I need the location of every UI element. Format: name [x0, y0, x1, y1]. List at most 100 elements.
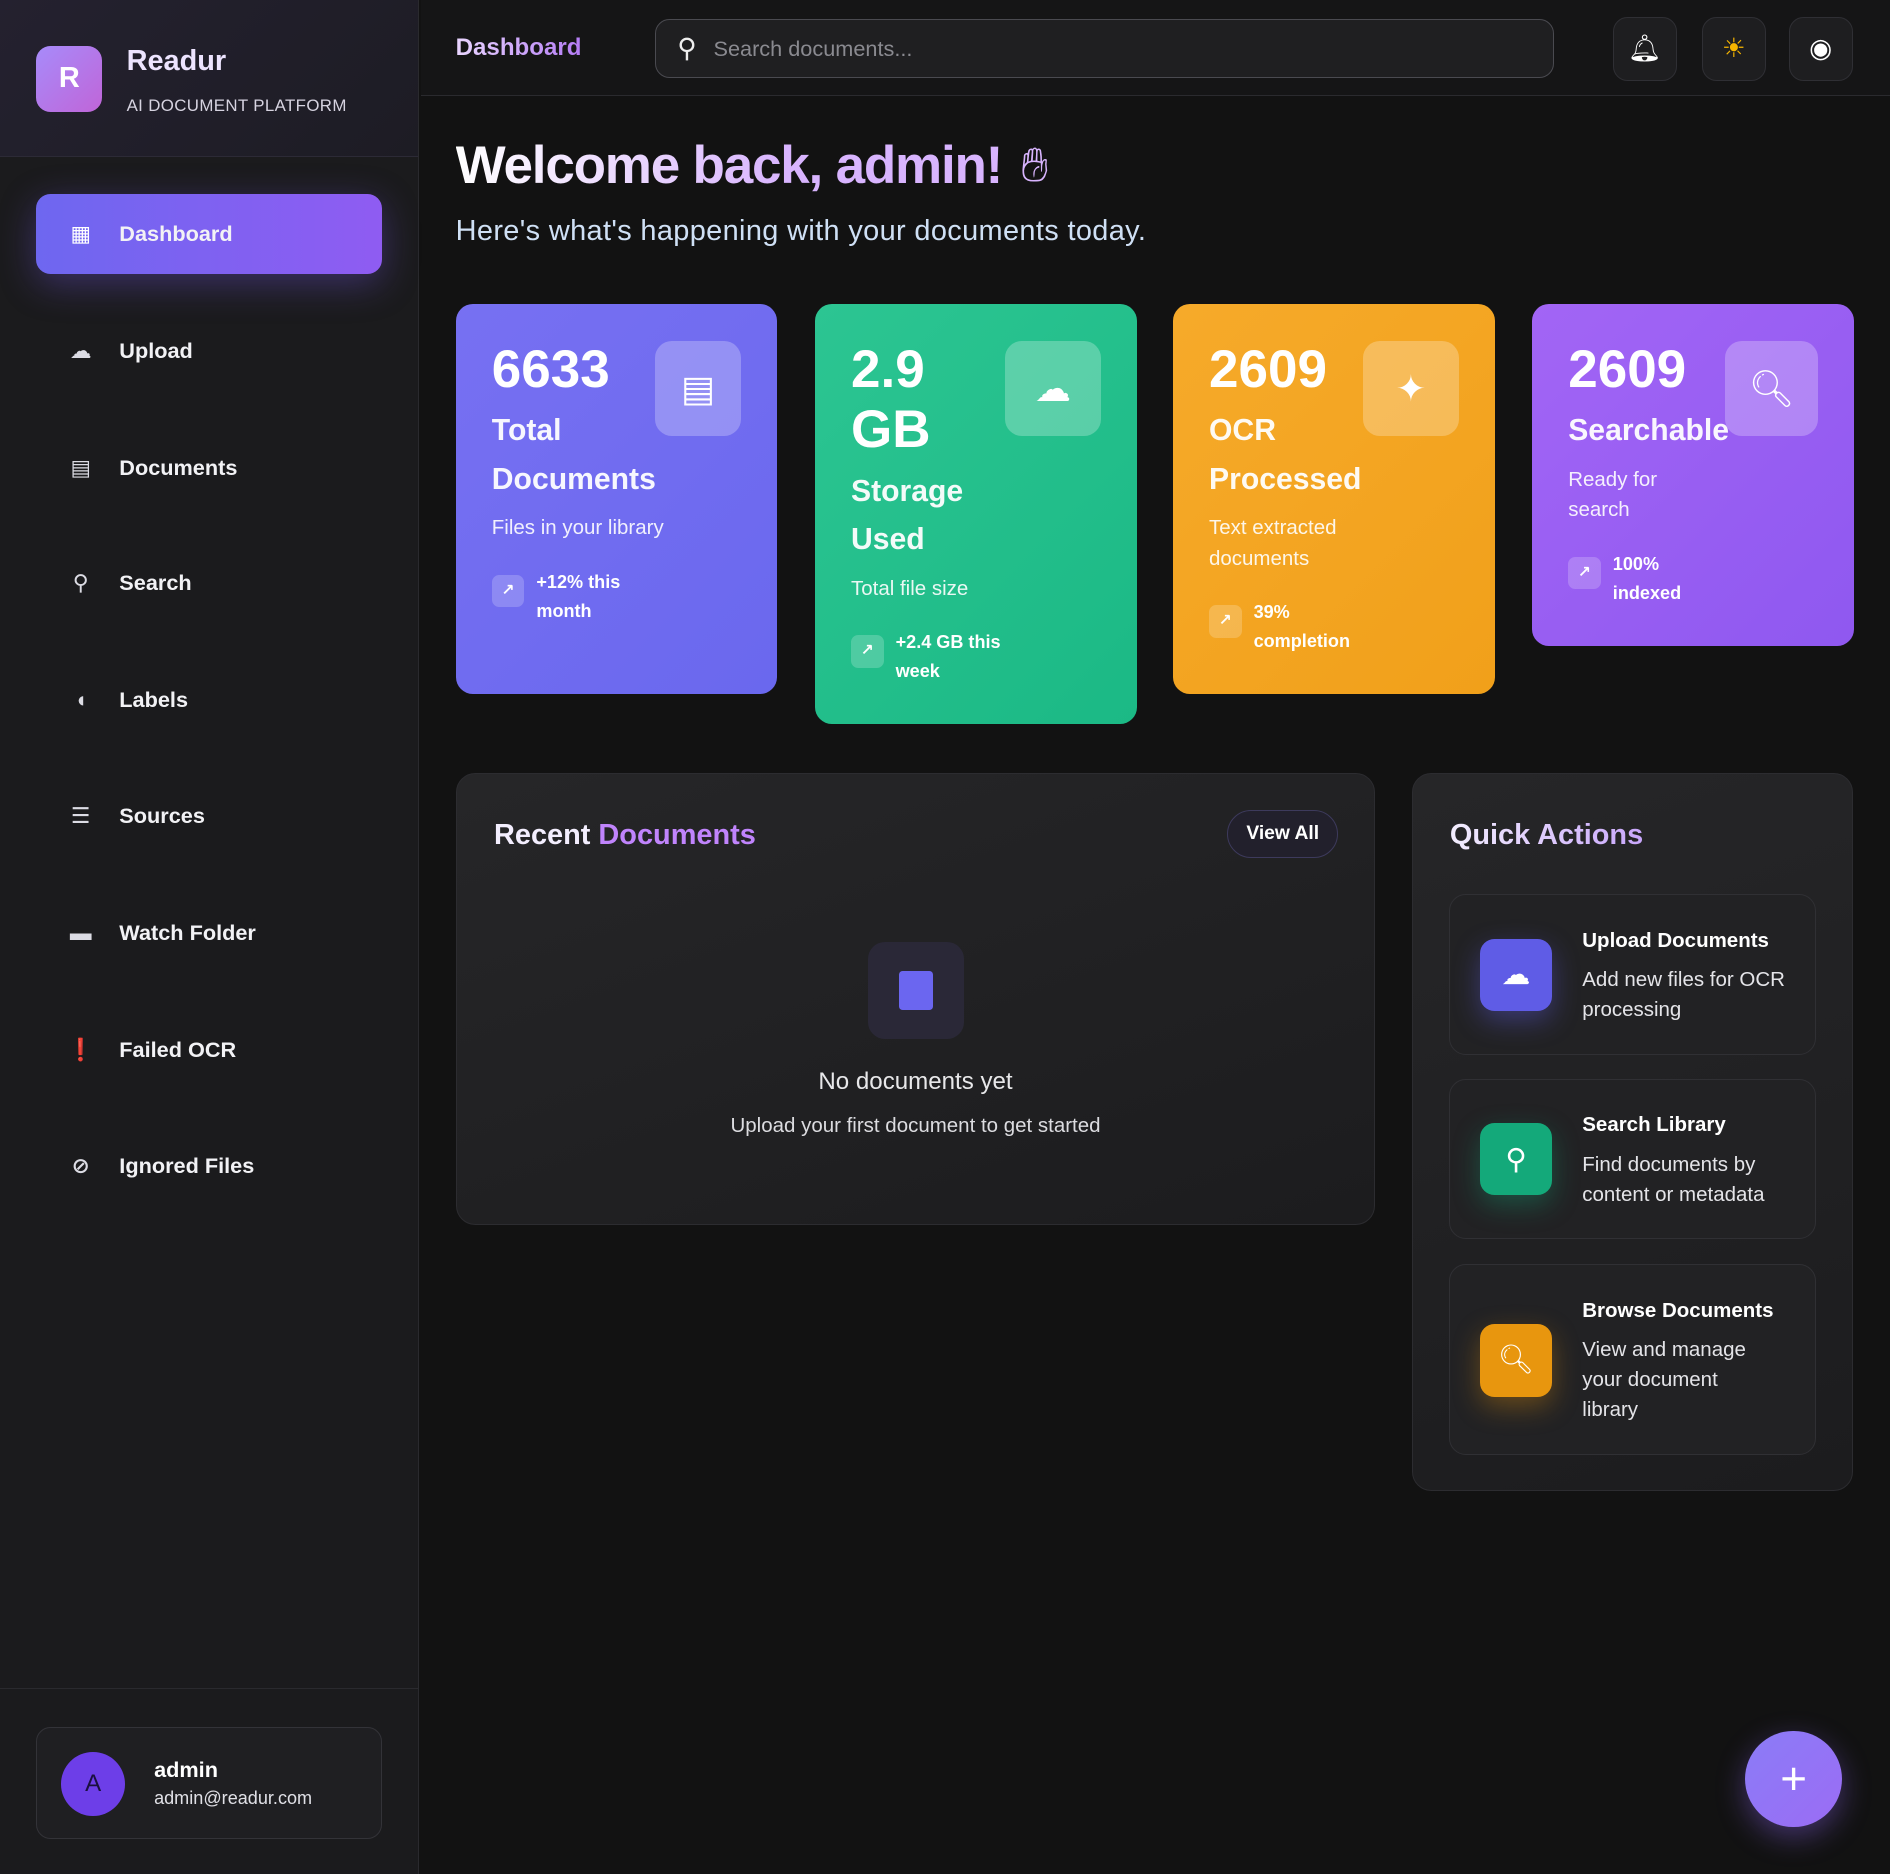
stat-label: OCR Processed: [1209, 414, 1362, 496]
title-part: Recent: [494, 819, 591, 852]
stat-label: Total Documents: [491, 414, 656, 496]
user-section: A admin admin@readur.com: [0, 1687, 419, 1874]
account-icon: ◉: [1809, 33, 1833, 64]
brand-name: Readur: [126, 44, 227, 77]
quick-action-description: View and manage your document library: [1582, 1338, 1746, 1422]
recent-documents-title: Recent Documents: [494, 819, 756, 852]
cloud-upload-icon: ☁: [1479, 938, 1553, 1011]
cloud-upload-icon: ☁: [69, 337, 92, 363]
avatar: A: [61, 1752, 126, 1817]
sidebar-item-label: Dashboard: [119, 220, 233, 246]
stat-trend: ↗ +2.4 GB this week: [851, 628, 1101, 686]
search-icon: ⚲: [1479, 1123, 1553, 1196]
search-icon: ⚲: [72, 570, 89, 596]
user-card[interactable]: A admin admin@readur.com: [36, 1727, 383, 1840]
trend-text: 39% completion: [1253, 601, 1350, 651]
stat-card-ocr-processed[interactable]: 2609 OCR Processed Text extracted docume…: [1172, 303, 1495, 695]
search-icon: ⚲: [677, 33, 697, 64]
folder-icon: ▬: [69, 919, 92, 945]
theme-toggle-button[interactable]: ☀: [1702, 16, 1766, 81]
quick-action-browse[interactable]: 🔍︎ Browse Documents View and manage your…: [1448, 1264, 1817, 1455]
stat-value: 2609: [1209, 339, 1327, 399]
stat-description: Text extracted documents: [1209, 516, 1337, 570]
sidebar-item-label: Upload: [119, 337, 193, 363]
brand-tagline: AI DOCUMENT PLATFORM: [126, 96, 347, 116]
stat-value: 6633: [491, 339, 610, 399]
quick-action-title: Search Library: [1582, 1113, 1726, 1137]
quick-action-upload[interactable]: ☁ Upload Documents Add new files for OCR…: [1448, 894, 1817, 1055]
trend-text: 100% indexed: [1612, 553, 1682, 603]
user-email: admin@readur.com: [154, 1788, 313, 1809]
sidebar-item-failed-ocr[interactable]: ❗ Failed OCR: [36, 1010, 382, 1090]
quick-action-title: Browse Documents: [1582, 1299, 1774, 1322]
notifications-button[interactable]: 🔔︎: [1612, 16, 1677, 81]
trending-up-icon: ↗: [1568, 556, 1601, 590]
stat-card-searchable[interactable]: 2609 Searchable Ready for search ↗ 100% i…: [1532, 303, 1854, 647]
quick-actions-title: Quick Actions: [1449, 819, 1644, 852]
sidebar-item-watch-folder[interactable]: ▬ Watch Folder: [36, 893, 382, 973]
stat-description: Total file size: [851, 576, 969, 600]
sidebar-item-ignored-files[interactable]: ⊘ Ignored Files: [36, 1126, 382, 1206]
sidebar-item-documents[interactable]: ▤ Documents: [36, 428, 382, 508]
trending-up-icon: ↗: [491, 574, 525, 608]
stat-trend: ↗ 39% completion: [1209, 598, 1459, 656]
sidebar-item-search[interactable]: ⚲ Search: [36, 544, 382, 624]
trend-text: +2.4 GB this week: [895, 631, 1001, 681]
sidebar-item-dashboard[interactable]: ▦ Dashboard: [36, 194, 383, 274]
bell-icon: 🔔︎: [1627, 33, 1662, 64]
stat-trend: ↗ +12% this month: [491, 568, 742, 626]
trending-up-icon: ↗: [1209, 605, 1242, 638]
search-box[interactable]: ⚲: [654, 19, 1554, 79]
theme-sun-icon: ☀: [1722, 33, 1746, 64]
account-button[interactable]: ◉: [1788, 16, 1853, 81]
view-all-button[interactable]: View All: [1227, 809, 1339, 859]
brand-header: R Readur AI DOCUMENT PLATFORM: [0, 0, 419, 157]
sidebar-item-label: Ignored Files: [119, 1152, 255, 1178]
page-title: Dashboard: [455, 33, 582, 61]
sidebar-item-label: Documents: [119, 454, 238, 480]
storage-list-icon: ☰: [71, 803, 91, 829]
trending-up-icon: ↗: [851, 635, 884, 668]
stat-trend: ↗ 100% indexed: [1568, 550, 1818, 608]
welcome-subtitle: Here's what's happening with your docume…: [455, 214, 1147, 247]
welcome-title: Welcome back, admin!: [455, 136, 1004, 195]
search-input[interactable]: [713, 35, 1497, 62]
sidebar-item-sources[interactable]: ☰ Sources: [36, 776, 382, 856]
sidebar-item-label: Labels: [119, 687, 189, 713]
sparkle-icon: ✦: [1363, 341, 1459, 437]
dashboard-icon: ▦: [70, 220, 91, 246]
sidebar-item-label: Search: [119, 570, 192, 596]
sidebar-item-label: Watch Folder: [119, 919, 256, 945]
sidebar-item-label: Sources: [119, 803, 205, 829]
label-icon: ◖: [74, 687, 88, 713]
recent-documents-panel: Recent Documents View All No documents y…: [455, 772, 1376, 1225]
trend-text: +12% this month: [536, 571, 621, 621]
stat-label: Searchable: [1568, 414, 1729, 448]
sidebar: R Readur AI DOCUMENT PLATFORM ▦ Dashboard…: [0, 0, 420, 1874]
top-bar: Dashboard ⚲ 🔔︎ ☀ ◉: [420, 0, 1890, 97]
stat-label: Storage Used: [851, 474, 964, 556]
document-icon: [867, 942, 965, 1039]
stat-description: Files in your library: [491, 516, 664, 540]
quick-actions-panel: Quick Actions ☁ Upload Documents Add new…: [1411, 772, 1853, 1492]
stat-value: 2609: [1568, 339, 1687, 399]
stat-value: 2.9 GB: [851, 339, 931, 460]
empty-state-title: No documents yet: [818, 1067, 1013, 1095]
quick-action-title: Upload Documents: [1582, 928, 1769, 952]
document-icon: ▤: [70, 454, 91, 480]
sidebar-item-upload[interactable]: ☁ Upload: [36, 311, 382, 391]
sidebar-item-labels[interactable]: ◖ Labels: [36, 661, 382, 741]
user-name: admin: [154, 1757, 218, 1783]
error-icon: ❗: [67, 1036, 95, 1062]
quick-action-description: Find documents by content or metadata: [1582, 1152, 1765, 1206]
quick-action-description: Add new files for OCR processing: [1582, 968, 1785, 1022]
add-fab-button[interactable]: +: [1745, 1730, 1842, 1828]
stat-description: Ready for search: [1568, 468, 1658, 522]
title-part-accent: Documents: [598, 819, 756, 852]
block-icon: ⊘: [71, 1152, 90, 1178]
stat-card-storage[interactable]: 2.9 GB Storage Used Total file size ↗ +2.…: [814, 303, 1137, 725]
quick-action-search[interactable]: ⚲ Search Library Find documents by conte…: [1448, 1078, 1817, 1239]
stat-card-total-documents[interactable]: 6633 Total Documents Files in your libra…: [455, 303, 778, 695]
logo: R: [36, 45, 103, 113]
